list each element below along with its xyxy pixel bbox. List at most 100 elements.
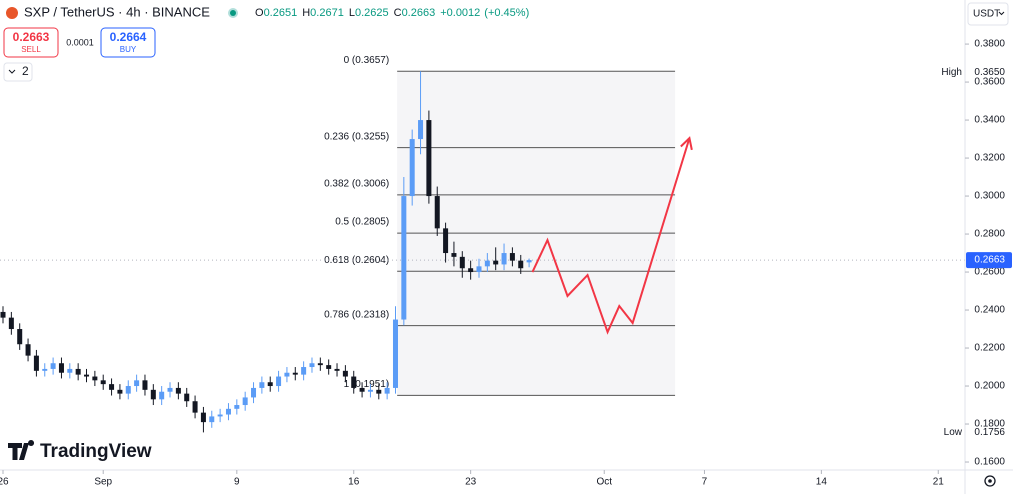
candle-body (217, 414, 223, 417)
candle-body (267, 382, 273, 387)
currency[interactable]: USDT (973, 9, 1000, 20)
candle-body (17, 329, 23, 345)
x-tick-label: 14 (816, 477, 828, 488)
candle-body (25, 344, 31, 356)
buy-button[interactable] (100, 27, 156, 58)
candle-body (251, 387, 257, 398)
candle-body (134, 380, 140, 387)
candle-body (175, 387, 181, 394)
candle-body (0, 311, 6, 318)
ohlc-value: 0.2625 (355, 7, 389, 19)
y-tick-label: 0.2000 (974, 381, 1005, 392)
candle-body (476, 266, 482, 273)
sell-button[interactable] (3, 27, 59, 58)
candle-body (434, 196, 440, 229)
candle-body (401, 196, 407, 320)
y-tick-label: 0.2600 (974, 267, 1005, 278)
candle-body (50, 363, 56, 369)
y-tick-label: 0.3000 (974, 191, 1005, 202)
buy-price[interactable]: 0.2664 (110, 30, 147, 44)
x-tick-label: Sep (94, 477, 112, 488)
low-value: 0.1756 (974, 427, 1005, 438)
candle-body (493, 260, 499, 265)
fib-label: 1 (0.1951) (344, 379, 390, 390)
indicators-toggle[interactable] (3, 62, 33, 82)
candle-body (92, 376, 98, 381)
candle-body (392, 319, 398, 388)
ohlc: O0.2651 H0.2671 L0.2625 C0.2663 +0.0012 (+0.4… (255, 7, 529, 19)
candle-body (276, 376, 282, 387)
change-pct: (+0.45%) (484, 7, 529, 19)
candle-body (426, 120, 432, 197)
y-tick-label: 0.1800 (974, 419, 1005, 430)
candle-body (125, 386, 131, 394)
chevron (8, 69, 16, 74)
plot: 0 (0.3657) 0.236 (0.3255) 0.382 (0.3006) 0.… (0, 55, 965, 433)
candle-body (484, 260, 490, 267)
candle-body (367, 389, 373, 392)
last-price-label: 0.2663 (974, 255, 1005, 266)
sell-label[interactable]: SELL (21, 45, 41, 54)
candle-body (58, 363, 64, 373)
symbol-icon (6, 7, 18, 19)
candle-body (184, 393, 190, 402)
candle-body (192, 401, 198, 413)
candle-body (468, 268, 474, 273)
candle-body (109, 384, 115, 390)
settings-center (988, 479, 992, 483)
candle-body (317, 363, 323, 366)
y-tick-label: 0.3800 (974, 39, 1005, 50)
candle-body (33, 355, 39, 371)
candle-body (526, 260, 532, 263)
candle-body (200, 412, 206, 423)
candle-body (359, 387, 365, 392)
candle-body (167, 387, 173, 392)
fib-label: 0.382 (0.3006) (324, 179, 389, 190)
projection-path (531, 137, 691, 335)
settings-button[interactable] (984, 475, 996, 487)
candle-body (100, 380, 106, 385)
symbol[interactable]: SXP / TetherUS · 4h · BINANCE (24, 4, 210, 19)
candle-body (209, 416, 215, 423)
status-dot-core (230, 10, 236, 16)
high-value: 0.3650 (974, 67, 1005, 78)
ohlc-label: O (255, 7, 264, 19)
ui: SXP / TetherUS · 4h · BINANCE O0.2651 H0.… (3, 2, 1009, 487)
x-tick-label: 21 (933, 477, 945, 488)
candle-body (259, 382, 265, 388)
candle-body (409, 139, 415, 197)
candle-body (334, 368, 340, 371)
x-tick-label: 7 (702, 477, 708, 488)
candle-body (443, 228, 449, 254)
buy-label[interactable]: BUY (120, 45, 137, 54)
candle-body (42, 368, 48, 371)
ohlc-value: 0.2663 (402, 7, 436, 19)
candle-body (159, 391, 165, 400)
high-label: High (941, 67, 962, 78)
x-tick-label: 23 (465, 477, 477, 488)
candle-body (342, 370, 348, 377)
x-tick-label: 26 (0, 477, 9, 488)
change: +0.0012 (440, 7, 480, 19)
candle-body (326, 365, 332, 369)
candle-body (292, 372, 298, 375)
ohlc-value: 0.2671 (310, 7, 344, 19)
low-label: Low (944, 427, 963, 438)
fib-label: 0.236 (0.3255) (324, 131, 389, 142)
sell-price[interactable]: 0.2663 (13, 30, 50, 44)
indicators-count[interactable]: 2 (22, 64, 29, 78)
candle-body (459, 256, 465, 269)
ohlc-value: 0.2651 (264, 7, 298, 19)
fib-label: 0.5 (0.2805) (335, 217, 389, 228)
candle-body (501, 253, 507, 265)
spread: 0.0001 (66, 37, 94, 47)
ohlc-label: H (302, 7, 310, 19)
x-tick-label: 9 (234, 477, 240, 488)
candle-body (67, 368, 73, 373)
x-tick-label: Oct (596, 477, 612, 488)
candle-body (84, 374, 90, 377)
x-tick-label: 16 (348, 477, 360, 488)
currency-select[interactable] (967, 2, 1009, 26)
candle-body (225, 408, 231, 415)
fib-label: 0 (0.3657) (344, 55, 390, 66)
